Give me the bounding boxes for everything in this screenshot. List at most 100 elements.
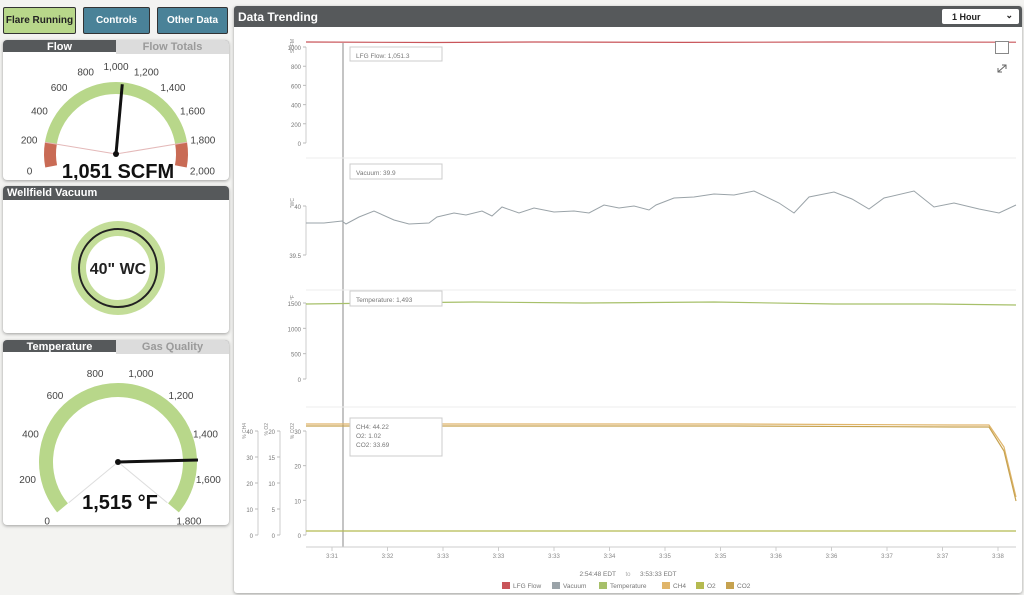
gauge-tick-label: 400 (22, 430, 39, 441)
x-tick-label: 3:33 (493, 554, 505, 560)
x-tick-label: 3:38 (992, 554, 1004, 560)
gauge-tick-label: 0 (44, 517, 50, 525)
gauge-limit-line-0 (44, 141, 117, 155)
gauge-tick-label: 2,000 (190, 166, 215, 177)
ch4-tick-label: 30 (246, 456, 253, 462)
trend-line-icon (238, 28, 254, 40)
co2-tick-label: 10 (294, 499, 301, 505)
gauge-tick-label: 200 (21, 136, 38, 147)
temperature-card: Temperature Gas Quality 0 200 400 600 800 1,0… (3, 340, 229, 525)
tab-gas-quality[interactable]: Gas Quality (116, 340, 229, 354)
gauge-tick-label: 1,000 (103, 62, 128, 73)
other-data-button[interactable]: Other Data (157, 7, 228, 34)
o2-tick-label: 10 (268, 482, 275, 488)
gauge-tick-label: 800 (87, 369, 104, 380)
o2-tick-label: 20 (268, 430, 275, 436)
gauge-tick-label: 1,200 (168, 391, 193, 402)
x-tick-label: 3:34 (604, 554, 616, 560)
gauge-tick-label: 1,600 (180, 107, 205, 118)
gauge-limit-line-1 (115, 141, 188, 155)
gas-tooltip-text: O2: 1.02 (356, 433, 381, 440)
gauge-end-line-1 (117, 461, 168, 504)
vacuum-ring-inner (86, 236, 150, 300)
vacuum-card: Wellfield Vacuum 40" WC (3, 186, 229, 333)
x-tick-label: 3:36 (770, 554, 782, 560)
lfg-flow-line (305, 41, 1017, 44)
vacuum-tick-label: 40 (294, 205, 301, 211)
flare-running-button[interactable]: Flare Running (3, 7, 76, 34)
gauge-needle (117, 458, 199, 464)
time-range-value: 1 Hour (952, 11, 981, 22)
temperature-value: 1,515 °F (82, 492, 158, 514)
flow-tick-label: 800 (291, 65, 302, 71)
ch4-tick-label: 40 (246, 430, 253, 436)
gas-tooltip-box (349, 417, 443, 457)
flow-tooltip-text: LFG Flow: 1,051.3 (356, 53, 410, 60)
temperature-tooltip-box (349, 290, 443, 307)
ch4-tick-label: 10 (246, 508, 253, 514)
x-tick-label: 3:36 (826, 554, 838, 560)
gauge-tick-label: 400 (31, 107, 48, 118)
ch4-unit-label: % CH4 (242, 423, 248, 439)
vacuum-tick-label: 39.5 (289, 254, 301, 260)
gauge-tick-label: 0 (27, 166, 33, 177)
range-start: 2:54:48 EDT (580, 571, 617, 578)
vacuum-tooltip-box (349, 163, 443, 180)
legend-label: Temperature (610, 583, 647, 590)
tab-flow[interactable]: Flow (3, 40, 116, 54)
range-separator: to (625, 572, 631, 578)
gauge-tick-label: 200 (19, 475, 36, 486)
tab-flow-totals[interactable]: Flow Totals (116, 40, 229, 54)
co2-tick-label: 20 (294, 465, 301, 471)
temperature-tooltip-text: Temperature: 1,493 (356, 297, 413, 304)
gauge-tick-label: 1,400 (193, 430, 218, 441)
gauge-band-normal (44, 82, 188, 145)
gauge-tick-label: 1,400 (160, 83, 185, 94)
flow-tick-label: 600 (291, 84, 302, 90)
gauge-band (39, 383, 197, 513)
vacuum-value: 40" WC (90, 261, 147, 278)
range-end: 3:53:33 EDT (640, 571, 677, 578)
legend-swatch (662, 582, 670, 589)
co2-line (306, 425, 1017, 502)
x-tick-label: 3:35 (715, 554, 727, 560)
gauge-tick-label: 600 (51, 83, 68, 94)
gauge-tick-label: 1,800 (190, 136, 215, 147)
gauge-band-high (174, 142, 188, 168)
flow-tick-label: 200 (291, 123, 302, 129)
o2-tick-label: 5 (272, 508, 276, 514)
ch4-line (306, 423, 1017, 498)
gauge-tick-label: 600 (47, 391, 64, 402)
x-tick-label: 3:31 (326, 554, 338, 560)
x-tick-label: 3:32 (382, 554, 394, 560)
ch4-tick-label: 0 (250, 534, 254, 540)
gas-tooltip-text: CH4: 44.22 (356, 424, 389, 431)
ch4-tick-label: 20 (246, 482, 253, 488)
flow-card: Flow Flow Totals 0 200 400 600 800 1,000 1,200… (3, 40, 229, 180)
temperature-tick-label: 1000 (288, 327, 302, 333)
legend-label: Vacuum (563, 583, 586, 590)
expand-icon[interactable] (995, 41, 1009, 73)
tab-temperature[interactable]: Temperature (3, 340, 116, 354)
flow-tick-label: 1000 (288, 46, 302, 52)
time-range-select[interactable]: 1 Hour ⌄ (942, 9, 1019, 24)
x-tick-label: 3:35 (659, 554, 671, 560)
legend-label: CH4 (673, 583, 686, 590)
o2-unit-label: % O2 (264, 423, 270, 436)
controls-button[interactable]: Controls (83, 7, 150, 34)
co2-tick-label: 0 (298, 534, 302, 540)
gauge-needle (114, 84, 124, 155)
x-tick-label: 3:33 (437, 554, 449, 560)
gauge-needle-hub (113, 151, 119, 157)
flow-tooltip-box (349, 46, 443, 62)
temperature-gauge: 0 200 400 600 800 1,000 1,200 1,400 1,600 1,800 1,… (19, 369, 221, 525)
gauge-tick-label: 800 (77, 67, 94, 78)
vacuum-title: Wellfield Vacuum (7, 187, 98, 199)
flow-tick-label: 400 (291, 104, 302, 110)
flow-value: 1,051 SCFM (62, 161, 174, 180)
legend-swatch (696, 582, 704, 589)
gauge-tick-label: 1,200 (134, 67, 159, 78)
o2-tick-label: 0 (272, 534, 276, 540)
chevron-down-icon: ⌄ (1005, 10, 1013, 20)
x-tick-label: 3:37 (937, 554, 949, 560)
